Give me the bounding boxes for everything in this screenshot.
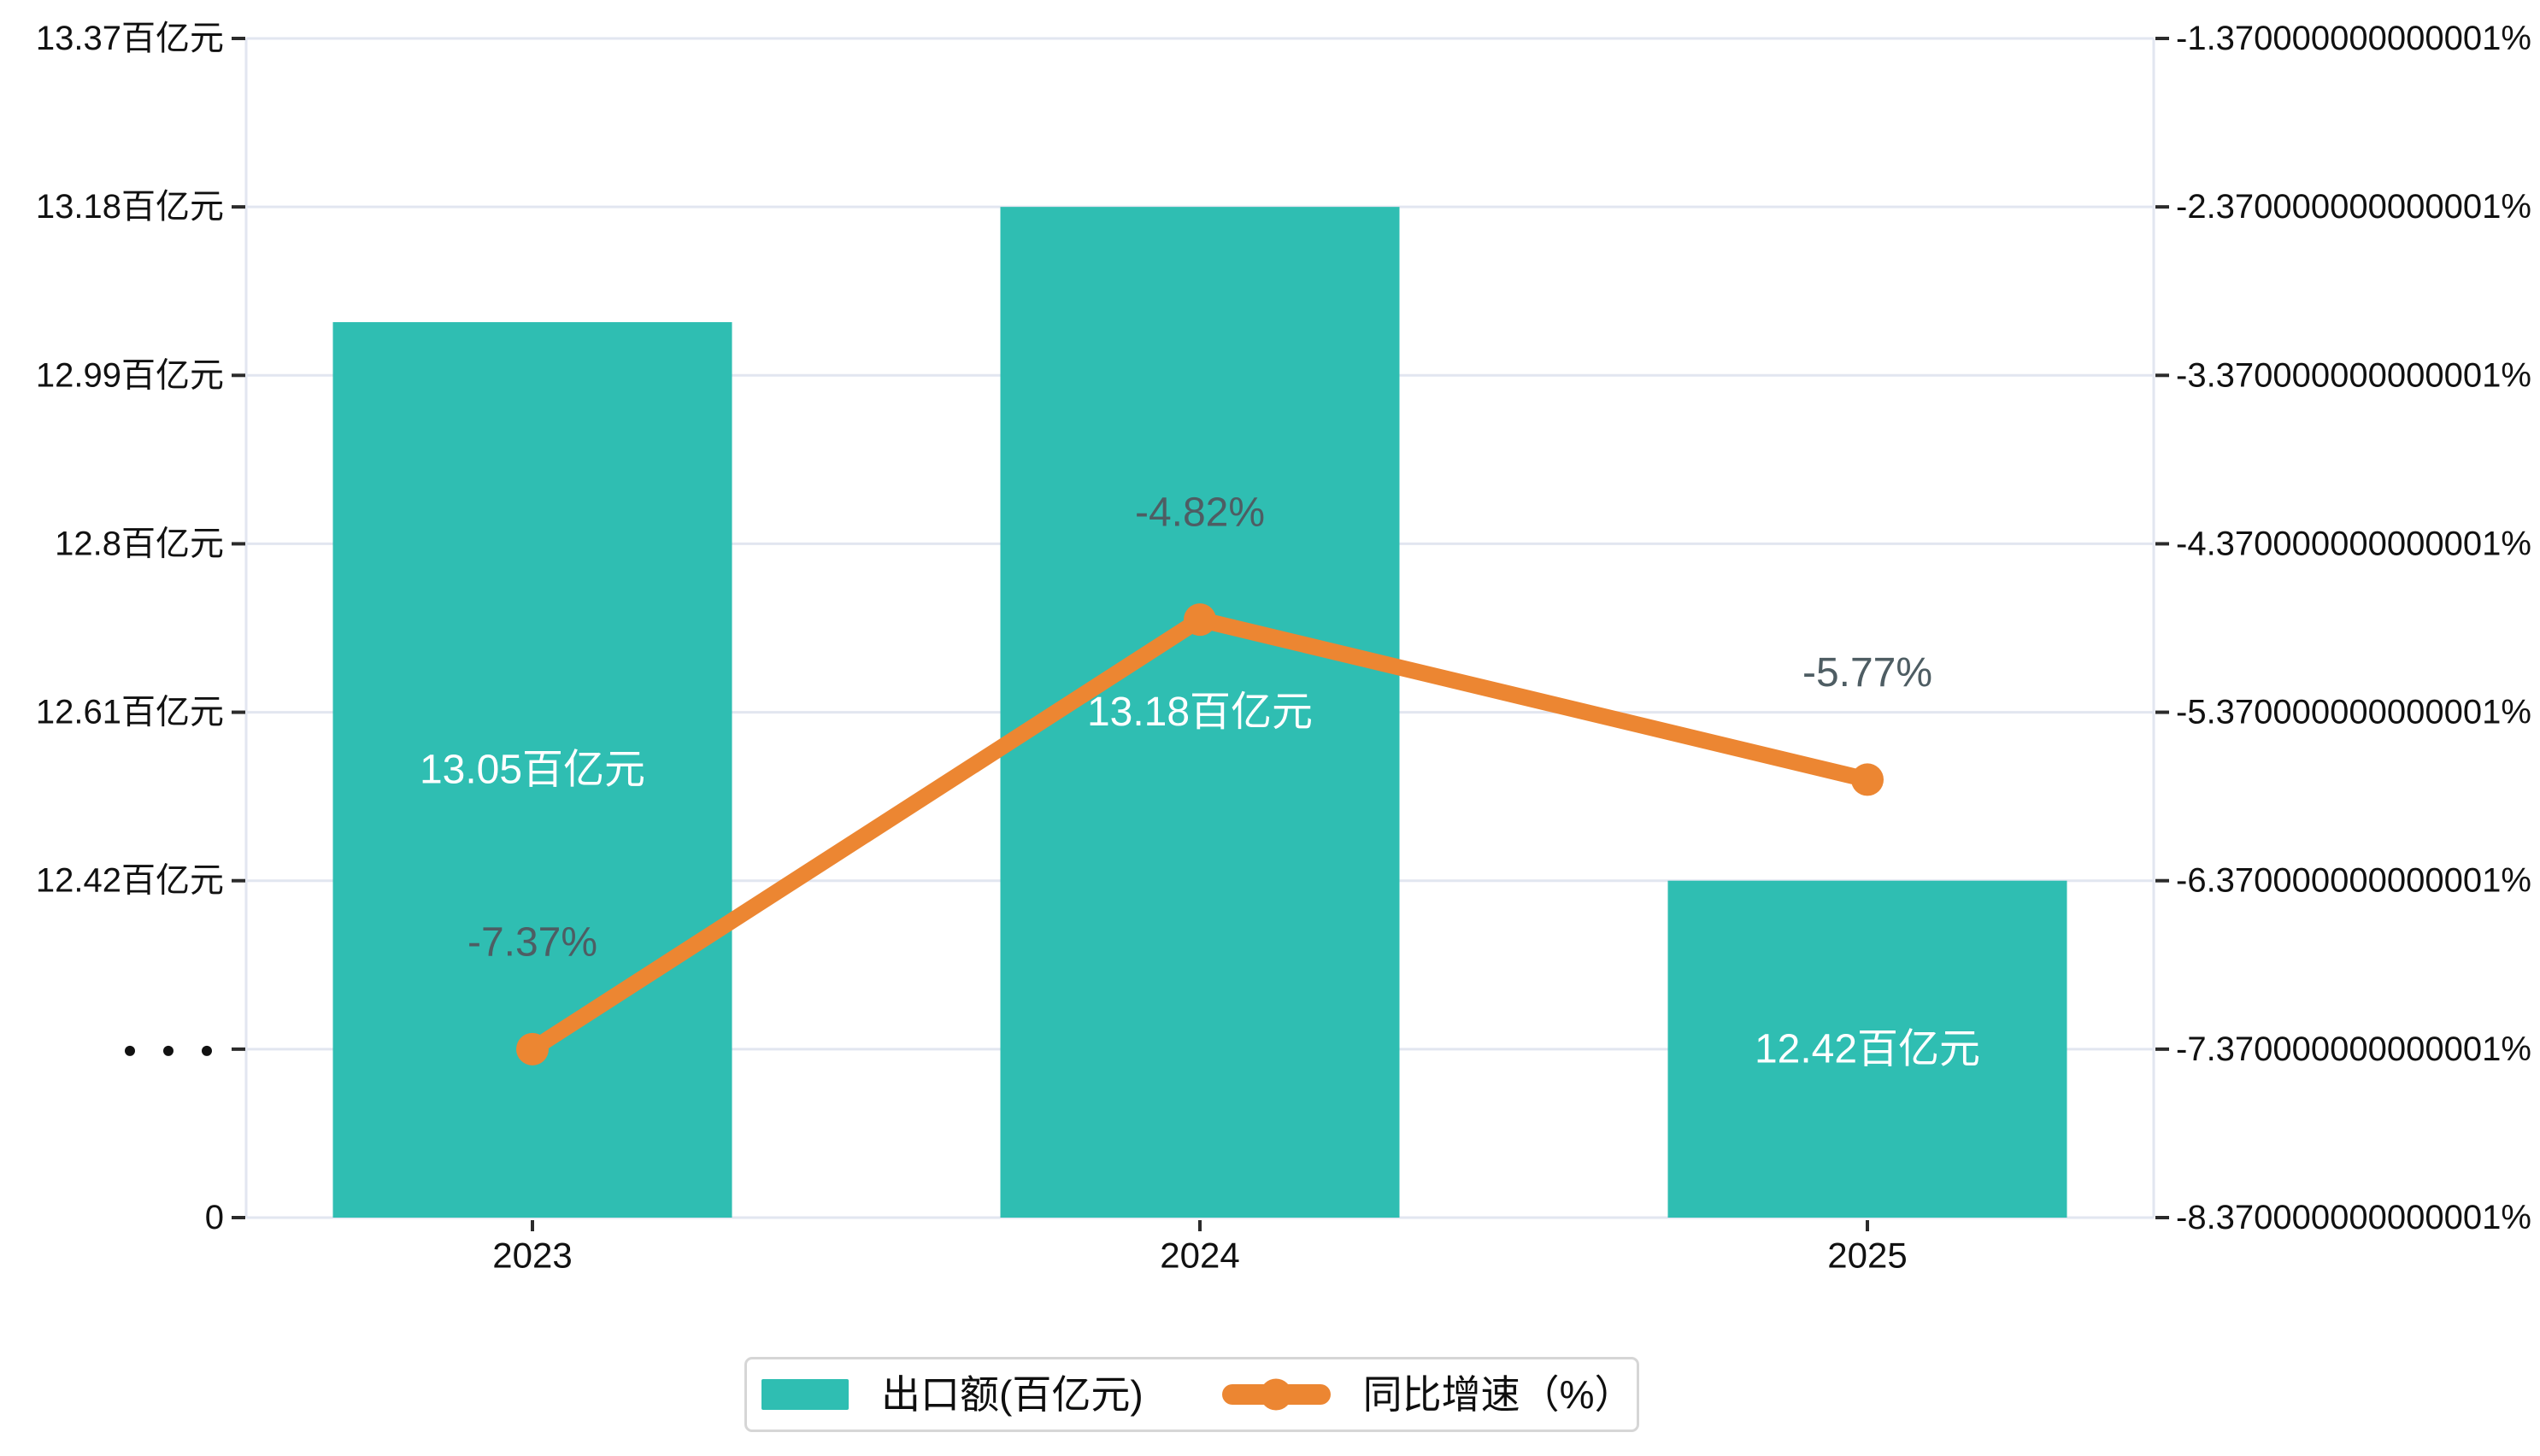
line-marker-dot-icon — [1260, 1378, 1292, 1411]
legend-label-bar: 出口额(百亿元) — [881, 1372, 1144, 1417]
x-axis-label: 2024 — [1160, 1236, 1239, 1276]
legend-item-bar: 出口额(百亿元) — [761, 1375, 1144, 1414]
line-series-marker-icon — [1221, 1378, 1331, 1411]
bar-series-swatch-icon — [761, 1379, 849, 1410]
legend-label-line: 同比增速（%） — [1362, 1372, 1634, 1417]
axis-break-dots-icon — [125, 1045, 135, 1056]
growth-value-label: -7.37% — [467, 919, 597, 965]
right-axis-tick-label: -6.370000000000001% — [2176, 862, 2531, 900]
left-axis-tick-label: 12.42百亿元 — [36, 862, 224, 900]
right-axis-tick-label: -8.370000000000001% — [2176, 1199, 2531, 1236]
left-axis-tick-label: 13.18百亿元 — [36, 188, 224, 226]
growth-value-label: -5.77% — [1802, 650, 1932, 696]
line-marker — [516, 1032, 549, 1066]
line-marker — [1184, 603, 1216, 637]
x-axis-label: 2025 — [1827, 1236, 1907, 1276]
left-axis-tick-label: 13.37百亿元 — [36, 20, 224, 57]
right-axis-tick-label: -1.370000000000001% — [2176, 20, 2531, 57]
legend: 出口额(百亿元) 同比增速（%） — [744, 1357, 1639, 1432]
bar-value-label: 13.05百亿元 — [420, 748, 645, 793]
legend-item-line: 同比增速（%） — [1221, 1372, 1634, 1417]
right-axis-tick-label: -3.370000000000001% — [2176, 356, 2531, 394]
x-axis-label: 2023 — [492, 1236, 572, 1276]
bar-2023 — [332, 322, 732, 1218]
left-axis-tick-label: 12.99百亿元 — [36, 356, 224, 394]
left-axis-tick-label: 12.8百亿元 — [55, 525, 224, 562]
left-axis-tick-label: 12.61百亿元 — [36, 694, 224, 731]
right-axis-tick-label: -2.370000000000001% — [2176, 188, 2531, 226]
bar-value-label: 13.18百亿元 — [1087, 690, 1313, 735]
right-axis-tick-label: -5.370000000000001% — [2176, 694, 2531, 731]
line-marker — [1851, 763, 1884, 796]
bar-value-label: 12.42百亿元 — [1755, 1026, 1980, 1071]
right-axis-tick-label: -7.370000000000001% — [2176, 1030, 2531, 1068]
growth-value-label: -4.82% — [1135, 490, 1265, 536]
left-axis-tick-label: 0 — [205, 1199, 224, 1236]
bar-2025 — [1667, 880, 2067, 1218]
axis-break-dots-icon — [202, 1045, 212, 1056]
axis-break-dots-icon — [163, 1045, 173, 1056]
right-axis-tick-label: -4.370000000000001% — [2176, 525, 2531, 562]
